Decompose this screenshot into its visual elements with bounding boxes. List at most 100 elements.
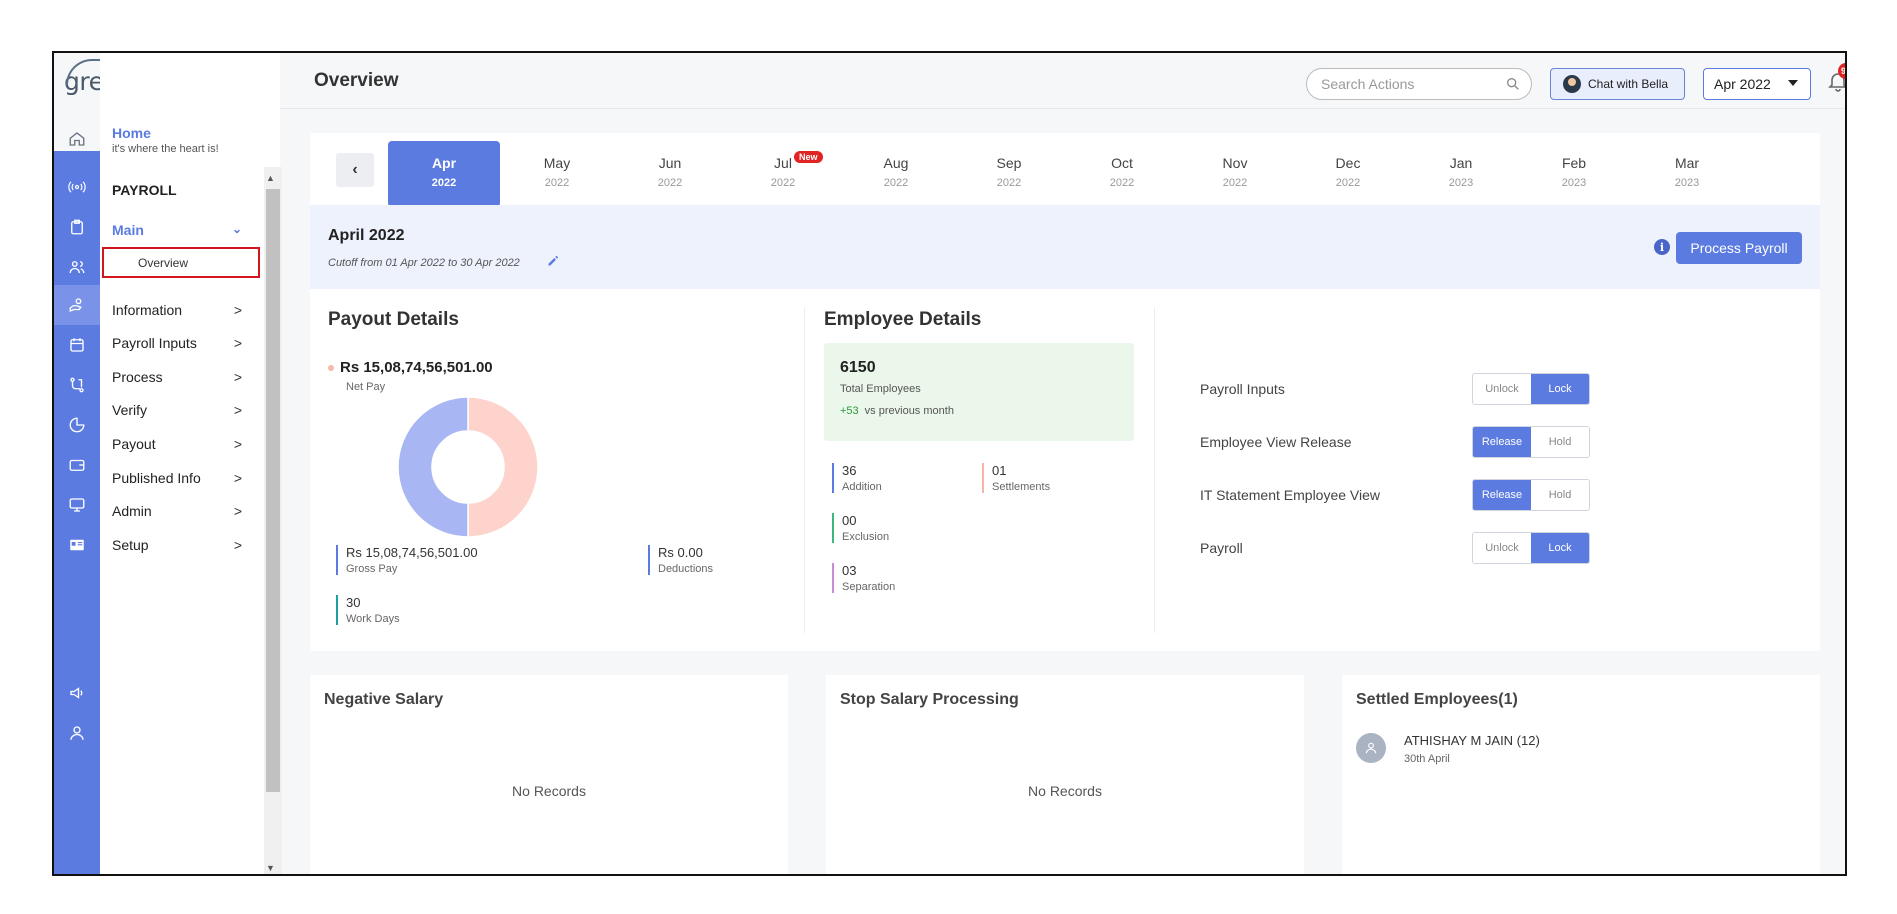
broadcast-icon[interactable] bbox=[54, 167, 100, 207]
announcement-icon[interactable] bbox=[54, 673, 100, 713]
monitor-icon[interactable] bbox=[54, 485, 100, 525]
work-days-stat: 30 Work Days bbox=[336, 595, 400, 625]
sidebar-item-main[interactable]: Main ⌄ bbox=[112, 222, 242, 238]
settled-employee-name[interactable]: ATHISHAY M JAIN (12) bbox=[1404, 733, 1540, 748]
sidebar-item-published-info[interactable]: Published Info > bbox=[112, 470, 242, 486]
net-pay-legend-dot bbox=[328, 365, 334, 372]
workflow-icon[interactable] bbox=[54, 365, 100, 405]
sidebar-item-overview[interactable]: Overview bbox=[102, 247, 260, 278]
stop-salary-empty: No Records bbox=[1028, 783, 1102, 799]
month-tab-aug[interactable]: Aug 2022 bbox=[883, 155, 909, 189]
month-select[interactable]: Apr 2022 bbox=[1703, 68, 1811, 100]
deductions-stat: Rs 0.00 Deductions bbox=[648, 545, 713, 575]
negative-salary-empty: No Records bbox=[512, 783, 586, 799]
negative-salary-title: Negative Salary bbox=[324, 691, 444, 708]
month-tab-jan[interactable]: Jan 2023 bbox=[1448, 155, 1474, 189]
month-tab-jul[interactable]: Jul 2022 New bbox=[727, 141, 839, 207]
pie-chart-icon[interactable] bbox=[54, 405, 100, 445]
sidebar-item-payroll-inputs[interactable]: Payroll Inputs > bbox=[112, 335, 242, 351]
user-profile-icon[interactable] bbox=[54, 713, 100, 753]
net-pay-value: Rs 15,08,74,56,501.00 bbox=[328, 359, 493, 376]
top-header: Overview Chat with Bella Apr 2022 99+ bbox=[280, 53, 1845, 109]
chevron-right-icon: > bbox=[233, 335, 242, 351]
employee-avatar-icon bbox=[1356, 733, 1386, 763]
sidebar-item-information[interactable]: Information > bbox=[112, 302, 242, 318]
payroll-period-banner: April 2022 Cutoff from 01 Apr 2022 to 30… bbox=[310, 205, 1820, 289]
payroll-inputs-lock-button[interactable]: Lock bbox=[1531, 374, 1589, 404]
sidebar-scrollbar-thumb[interactable] bbox=[266, 189, 280, 792]
month-tab-mar[interactable]: Mar 2023 bbox=[1674, 155, 1700, 189]
sidebar-item-verify[interactable]: Verify > bbox=[112, 402, 242, 418]
payroll-inputs-toggle[interactable]: Unlock Lock bbox=[1472, 373, 1590, 405]
search-input[interactable] bbox=[1321, 76, 1501, 92]
month-tab-feb[interactable]: Feb 2023 bbox=[1561, 155, 1587, 189]
total-employees-box: 6150 Total Employees +53 vs previous mont… bbox=[824, 343, 1134, 441]
wallet-icon[interactable] bbox=[54, 445, 100, 485]
edit-pencil-icon[interactable] bbox=[547, 255, 559, 267]
payout-details-title: Payout Details bbox=[328, 309, 459, 330]
lock-row-payroll-inputs: Payroll Inputs Unlock Lock bbox=[1200, 373, 1600, 405]
payroll-hand-icon[interactable] bbox=[54, 285, 100, 325]
payroll-inputs-unlock-button[interactable]: Unlock bbox=[1473, 374, 1531, 404]
main-content: ‹ Apr 2022 May 2022 Jun 2022 Jul 2022 New Au… bbox=[280, 109, 1845, 874]
month-tab-nov[interactable]: Nov 2022 bbox=[1222, 155, 1248, 189]
chevron-right-icon: > bbox=[233, 503, 242, 519]
page-title: Overview bbox=[314, 70, 399, 91]
sidebar-item-payout[interactable]: Payout > bbox=[112, 436, 242, 452]
month-tab-jun[interactable]: Jun 2022 bbox=[657, 155, 683, 189]
chevron-right-icon: > bbox=[233, 402, 242, 418]
employee-delta: +53 vs previous month bbox=[840, 405, 954, 417]
info-icon[interactable]: i bbox=[1654, 239, 1670, 255]
month-tab-sep[interactable]: Sep 2022 bbox=[996, 155, 1022, 189]
separation-stat: 03 Separation bbox=[832, 563, 895, 593]
scroll-up-icon[interactable]: ▲ bbox=[266, 173, 275, 183]
stop-salary-card: Stop Salary Processing No Records bbox=[826, 675, 1304, 874]
process-payroll-button[interactable]: Process Payroll bbox=[1676, 232, 1802, 264]
it-statement-toggle[interactable]: Release Hold bbox=[1472, 479, 1590, 511]
sidebar-item-setup[interactable]: Setup > bbox=[112, 537, 242, 553]
previous-months-button[interactable]: ‹ bbox=[336, 153, 374, 187]
chevron-right-icon: > bbox=[233, 369, 242, 385]
clipboard-icon[interactable] bbox=[54, 207, 100, 247]
chevron-right-icon: > bbox=[233, 537, 242, 553]
bella-avatar-icon bbox=[1563, 75, 1581, 93]
icon-rail bbox=[54, 53, 100, 874]
employee-view-release-button[interactable]: Release bbox=[1473, 427, 1531, 457]
month-tab-oct[interactable]: Oct 2022 bbox=[1109, 155, 1135, 189]
scroll-down-icon[interactable]: ▼ bbox=[266, 863, 275, 873]
notification-badge: 99+ bbox=[1838, 63, 1845, 79]
home-icon[interactable] bbox=[54, 119, 100, 159]
month-selector-strip: ‹ Apr 2022 May 2022 Jun 2022 Jul 2022 New Au… bbox=[310, 133, 1820, 207]
employee-view-hold-button[interactable]: Hold bbox=[1531, 427, 1589, 457]
month-tab-dec[interactable]: Dec 2022 bbox=[1335, 155, 1361, 189]
search-box[interactable] bbox=[1306, 68, 1532, 100]
sidebar-item-process[interactable]: Process > bbox=[112, 369, 242, 385]
sidebar-home[interactable]: Home it's where the heart is! bbox=[112, 125, 219, 155]
employee-view-release-toggle[interactable]: Release Hold bbox=[1472, 426, 1590, 458]
settlements-stat: 01 Settlements bbox=[982, 463, 1050, 493]
sidebar-section-title: PAYROLL bbox=[112, 182, 177, 198]
payroll-lock-button[interactable]: Lock bbox=[1531, 533, 1589, 563]
month-tab-apr[interactable]: Apr 2022 bbox=[388, 141, 500, 207]
settled-employees-title: Settled Employees(1) bbox=[1356, 691, 1518, 708]
chevron-down-icon: ⌄ bbox=[231, 222, 242, 236]
cutoff-text: Cutoff from 01 Apr 2022 to 30 Apr 2022 bbox=[328, 257, 520, 269]
people-icon[interactable] bbox=[54, 247, 100, 287]
search-icon[interactable] bbox=[1505, 76, 1521, 92]
home-title[interactable]: Home bbox=[112, 125, 151, 141]
payroll-unlock-button[interactable]: Unlock bbox=[1473, 533, 1531, 563]
sidebar-item-admin[interactable]: Admin > bbox=[112, 503, 242, 519]
calendar-icon[interactable] bbox=[54, 325, 100, 365]
employee-details-title: Employee Details bbox=[824, 309, 982, 330]
id-card-icon[interactable] bbox=[54, 525, 100, 565]
payroll-lock-toggle[interactable]: Unlock Lock bbox=[1472, 532, 1590, 564]
exclusion-stat: 00 Exclusion bbox=[832, 513, 889, 543]
chevron-right-icon: > bbox=[233, 470, 242, 486]
sidebar: Home it's where the heart is! PAYROLL Ma… bbox=[100, 53, 280, 874]
it-statement-hold-button[interactable]: Hold bbox=[1531, 480, 1589, 510]
total-employees-label: Total Employees bbox=[840, 383, 921, 395]
chat-with-bella-button[interactable]: Chat with Bella bbox=[1550, 68, 1685, 100]
month-tab-may[interactable]: May 2022 bbox=[543, 155, 571, 189]
it-statement-release-button[interactable]: Release bbox=[1473, 480, 1531, 510]
lock-row-employee-view-release: Employee View Release Release Hold bbox=[1200, 426, 1600, 458]
